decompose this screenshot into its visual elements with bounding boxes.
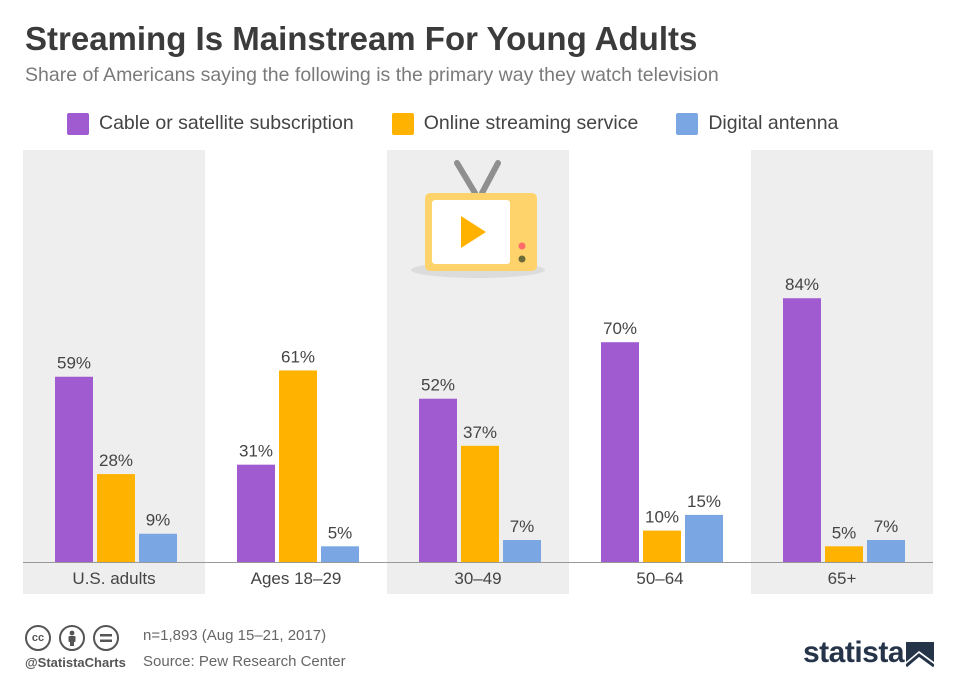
- social-handle: @StatistaCharts: [25, 655, 126, 670]
- bar: [685, 514, 723, 562]
- bar-chart: 59% 28% 9% U.S. adults 31% 61% 5% Ages 18–29 52%…: [23, 150, 933, 594]
- legend-label-cable: Cable or satellite subscription: [99, 112, 354, 134]
- bar: [55, 376, 93, 562]
- category-label: 65+: [828, 569, 857, 588]
- legend-item-cable: Cable or satellite subscription: [67, 112, 354, 135]
- bar: [503, 540, 541, 562]
- statista-logo-icon: [906, 642, 934, 668]
- bar: [643, 530, 681, 562]
- data-label: 61%: [281, 347, 315, 366]
- legend-item-streaming: Online streaming service: [391, 112, 639, 135]
- bar: [97, 474, 135, 562]
- no-derivatives-icon: [93, 625, 119, 651]
- source-note: Source: Pew Research Center: [143, 653, 346, 670]
- bar: [601, 342, 639, 562]
- data-label: 5%: [832, 523, 857, 542]
- data-label: 7%: [510, 517, 535, 536]
- legend-swatch-antenna: [676, 112, 699, 135]
- chart-title: Streaming Is Mainstream For Young Adults: [25, 20, 698, 57]
- license-icons: cc: [25, 625, 127, 651]
- data-label: 52%: [421, 376, 455, 395]
- data-label: 59%: [57, 354, 91, 373]
- cc-icon: cc: [25, 625, 51, 651]
- statista-logo: statista: [803, 636, 905, 669]
- data-label: 70%: [603, 319, 637, 338]
- attribution-icon: [59, 625, 85, 651]
- legend-swatch-streaming: [391, 112, 414, 135]
- category-label: U.S. adults: [72, 569, 155, 588]
- data-label: 5%: [328, 523, 353, 542]
- category-label: 50–64: [636, 569, 683, 588]
- data-label: 84%: [785, 275, 819, 294]
- bar: [825, 546, 863, 562]
- bar: [419, 398, 457, 562]
- bar: [279, 370, 317, 562]
- chart-subtitle: Share of Americans saying the following …: [25, 64, 719, 86]
- category-label: 30–49: [454, 569, 501, 588]
- category-label: Ages 18–29: [251, 569, 342, 588]
- legend: Cable or satellite subscription Online s…: [67, 112, 876, 135]
- data-label: 37%: [463, 423, 497, 442]
- bar: [461, 445, 499, 562]
- legend-label-streaming: Online streaming service: [423, 112, 639, 134]
- bar: [237, 464, 275, 562]
- bar: [139, 533, 177, 562]
- category-band: [751, 150, 933, 594]
- bar: [783, 298, 821, 562]
- data-label: 31%: [239, 442, 273, 461]
- sample-note: n=1,893 (Aug 15–21, 2017): [143, 627, 327, 644]
- legend-swatch-cable: [67, 112, 89, 135]
- data-label: 15%: [687, 492, 721, 511]
- bar: [321, 546, 359, 562]
- legend-item-antenna: Digital antenna: [676, 112, 838, 135]
- data-label: 7%: [874, 517, 899, 536]
- data-label: 28%: [99, 451, 133, 470]
- tv-icon: [411, 160, 545, 278]
- legend-label-antenna: Digital antenna: [708, 112, 839, 134]
- data-label: 10%: [645, 508, 679, 527]
- bar: [867, 540, 905, 562]
- data-label: 9%: [146, 511, 171, 530]
